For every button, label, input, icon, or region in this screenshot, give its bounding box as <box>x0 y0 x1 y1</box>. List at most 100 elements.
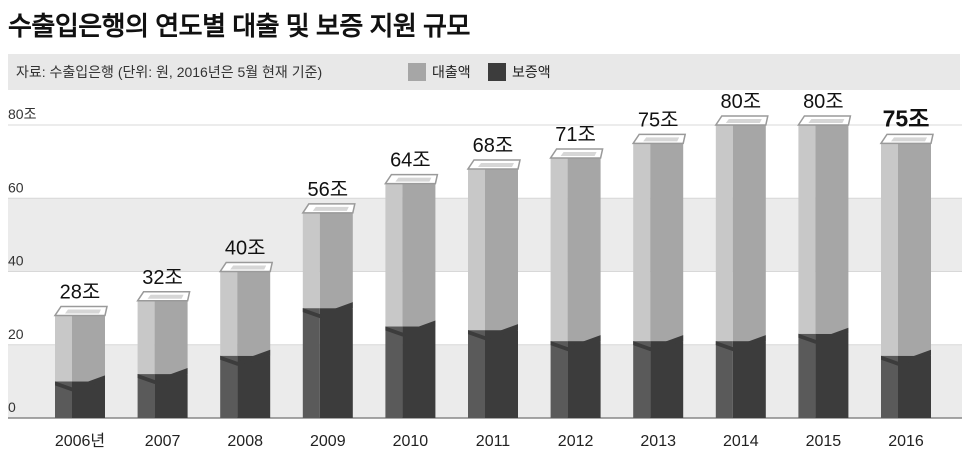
bar-total-label: 28조 <box>60 281 101 303</box>
x-tick-label: 2016 <box>888 433 924 450</box>
bar-top-cap-inner <box>643 137 680 142</box>
bar-segment-edge <box>798 327 849 344</box>
bar-loan <box>72 315 105 382</box>
bar-guarantee-side <box>137 374 155 418</box>
bar-top-cap-inner <box>312 206 349 211</box>
legend-swatch-loan <box>408 63 426 81</box>
bar-guarantee <box>732 341 766 418</box>
bar-loan <box>485 168 518 331</box>
bar-guarantee <box>402 326 436 418</box>
bar-guarantee <box>815 333 849 418</box>
bar-segment-edge <box>881 349 931 366</box>
chart-title: 수출입은행의 연도별 대출 및 보증 지원 규모 <box>8 11 470 41</box>
bar-guarantee <box>650 341 684 418</box>
bar-loan-side <box>881 143 898 356</box>
x-tick-label: 2008 <box>227 433 263 450</box>
bar-total-label: 68조 <box>473 135 514 157</box>
bar-top-cap-inner <box>230 265 267 270</box>
x-tick-label: 2010 <box>393 433 429 450</box>
bar-total-label: 75조 <box>883 105 930 131</box>
y-tick-label: 20 <box>8 326 24 342</box>
y-tick-label: 40 <box>8 253 24 269</box>
legend-label-loan: 대출액 <box>432 64 471 80</box>
bar-guarantee <box>319 308 353 418</box>
bar-loan <box>732 125 766 342</box>
bar-guarantee-side <box>55 381 72 418</box>
legend-swatch-guarantee <box>488 63 506 81</box>
bar-total-label: 56조 <box>307 179 348 201</box>
bar-loan <box>402 183 436 327</box>
bar-segment-edge <box>385 320 436 337</box>
bar-loan <box>815 125 849 334</box>
bar-guarantee <box>898 355 931 418</box>
bar-top-cap-inner <box>560 151 597 156</box>
bar-guarantee-side <box>715 341 733 418</box>
source-note: 자료: 수출입은행 (단위: 원, 2016년은 5월 현재 기준) <box>16 64 323 80</box>
bar-loan <box>154 300 188 375</box>
bar-top-cap-inner <box>65 309 101 314</box>
bar-loan-side <box>302 212 320 309</box>
bar-total-label: 40조 <box>225 238 266 260</box>
y-tick-label: 80조 <box>8 106 37 122</box>
x-tick-label: 2013 <box>640 433 676 450</box>
bar-segment-edge <box>468 324 518 341</box>
bar-loan-side <box>55 315 72 382</box>
bar-loan <box>898 143 931 356</box>
x-tick-label: 2012 <box>558 433 594 450</box>
bar-loan-side <box>385 183 403 327</box>
legend-bar: 자료: 수출입은행 (단위: 원, 2016년은 5월 현재 기준) 대출액 보… <box>8 54 960 90</box>
x-tick-label: 2014 <box>723 433 759 450</box>
bar-segment-edge <box>55 375 105 392</box>
bar-segment-edge <box>715 335 766 352</box>
y-tick-label: 60 <box>8 179 24 195</box>
x-tick-label: 2006년 <box>55 432 105 450</box>
bar-guarantee <box>485 330 518 418</box>
bar-top-cap-inner <box>891 137 927 142</box>
bar-segment-edge <box>633 335 684 352</box>
bar-segment-edge <box>302 302 353 319</box>
bar-guarantee-side <box>550 341 568 418</box>
y-tick-label: 0 <box>8 399 16 415</box>
bar-total-label: 75조 <box>638 109 679 131</box>
bar-segment-edge <box>220 349 271 366</box>
x-tick-label: 2009 <box>310 433 346 450</box>
bar-guarantee-side <box>385 326 403 418</box>
bar-guarantee <box>567 341 601 418</box>
bar-total-label: 64조 <box>390 150 431 172</box>
bar-guarantee-side <box>798 333 816 418</box>
x-tick-label: 2011 <box>476 433 511 450</box>
bar-guarantee-side <box>220 355 238 418</box>
bar-loan-side <box>798 125 816 334</box>
legend-label-guarantee: 보증액 <box>512 64 551 80</box>
bar-top-cap-inner <box>478 162 514 167</box>
bar-loan <box>319 212 353 309</box>
legend-item-loan: 대출액 <box>408 62 471 82</box>
bar-loan <box>237 271 271 356</box>
bar-guarantee <box>237 355 271 418</box>
bar-top-cap-inner <box>808 119 845 123</box>
bar-guarantee-side <box>881 355 898 418</box>
x-tick-label: 2007 <box>145 433 181 450</box>
bar-total-label: 80조 <box>803 91 844 113</box>
bar-total-label: 32조 <box>142 267 183 289</box>
bar-loan-side <box>550 157 568 342</box>
bar-loan <box>650 143 684 342</box>
bar-guarantee-side <box>468 330 485 418</box>
bar-loan-side <box>715 125 733 342</box>
legend-item-guarantee: 보증액 <box>488 62 551 82</box>
bar-guarantee-side <box>302 308 320 418</box>
bar-top-cap-inner <box>725 119 762 123</box>
bar-loan-side <box>468 168 485 331</box>
bar-top-cap-inner <box>147 294 184 299</box>
bar-total-label: 71조 <box>555 124 596 146</box>
x-tick-label: 2015 <box>806 433 842 450</box>
bar-top-cap-inner <box>395 177 432 182</box>
bar-loan-side <box>220 271 238 356</box>
bar-segment-edge <box>550 335 601 352</box>
bar-guarantee-side <box>633 341 651 418</box>
bar-loan-side <box>633 143 651 342</box>
bar-loan-side <box>137 300 155 375</box>
bar-loan <box>567 157 601 342</box>
bar-segment-edge <box>137 368 188 385</box>
